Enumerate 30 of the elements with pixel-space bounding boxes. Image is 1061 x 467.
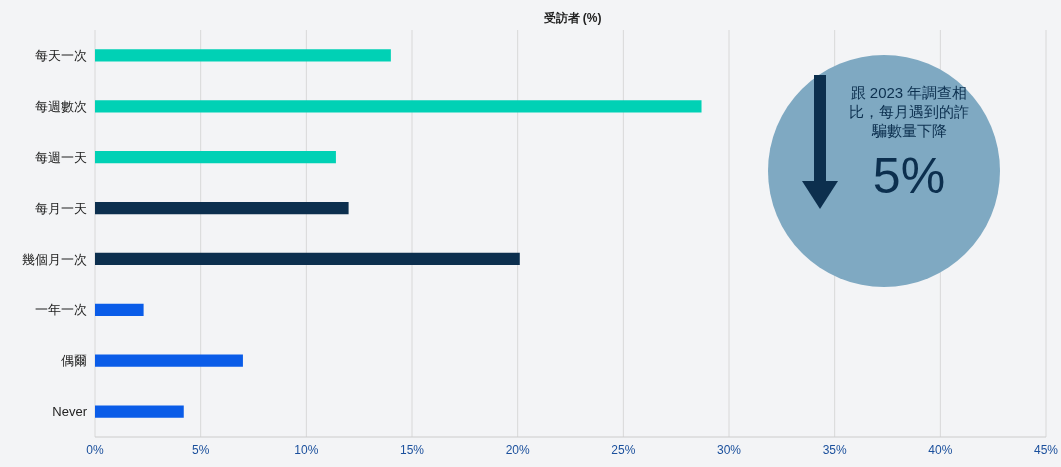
bar: [95, 151, 336, 164]
annotation: 跟 2023 年調查相比，每月遇到的詐騙數量下降: [848, 83, 970, 140]
x-tick-label: 40%: [928, 442, 953, 457]
annotation: 5%: [871, 147, 947, 205]
circle-badge: 跟 2023 年調查相比，每月遇到的詐騙數量下降 5%: [768, 55, 1000, 287]
y-tick-label: Never: [52, 404, 88, 420]
bar: [95, 201, 349, 215]
bar: [95, 100, 702, 113]
bar: [95, 303, 144, 316]
bar: [95, 354, 243, 367]
y-tick-label: 每週數次: [35, 98, 87, 114]
x-tick-label: 10%: [294, 442, 319, 457]
x-tick-label: 20%: [505, 442, 530, 457]
x-tick-label: 15%: [399, 442, 425, 457]
y-tick-label: 偶爾: [61, 353, 87, 369]
bar: [95, 405, 184, 418]
x-tick-label: 30%: [716, 442, 742, 457]
bar: [95, 252, 520, 266]
y-tick-label: 一年一次: [35, 302, 87, 318]
x-tick-label: 0%: [86, 442, 104, 457]
y-tick-label: 每天一次: [35, 48, 87, 64]
y-tick-label: 每週一天: [35, 149, 87, 165]
x-tick-label: 35%: [822, 442, 847, 457]
x-tick-label: 45%: [1033, 442, 1059, 457]
y-tick-label: 幾個月一次: [22, 251, 87, 267]
x-axis-title: 受訪者 (%): [542, 10, 603, 27]
x-tick-label: 5%: [191, 442, 210, 457]
bar: [95, 49, 391, 62]
y-tick-label: 每月一天: [35, 200, 87, 216]
x-tick-label: 25%: [611, 442, 636, 457]
